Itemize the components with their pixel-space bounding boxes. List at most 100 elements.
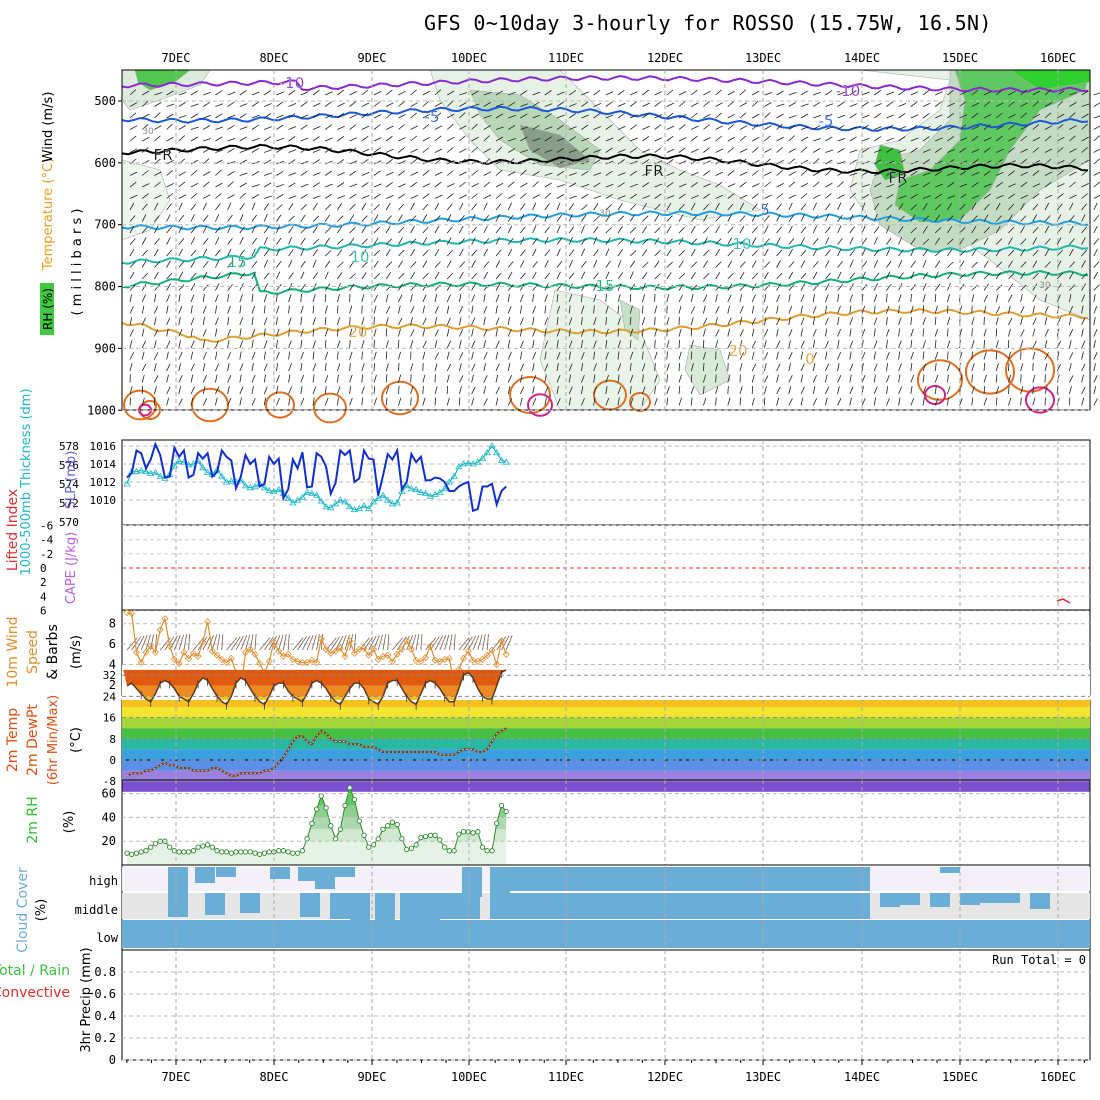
wind-barb [837, 261, 843, 268]
wind-barb [141, 147, 149, 153]
wind-barb [154, 340, 157, 349]
wind-barb [154, 248, 159, 257]
wind-barb [507, 328, 512, 337]
contour-freezing [121, 143, 1089, 175]
wind10-point [246, 645, 254, 653]
wind-barb [483, 171, 492, 176]
wind-barb [886, 340, 888, 349]
wind-barb [471, 183, 479, 188]
wind-barb [263, 159, 272, 165]
rh-shading-region [684, 344, 731, 396]
wind-barb [1081, 340, 1086, 349]
wind-barb [434, 306, 439, 314]
wind10-point [303, 658, 311, 667]
wind-barb [239, 90, 247, 96]
li-tick-label: 6 [40, 605, 47, 618]
wind-barb [922, 363, 927, 372]
wind10-barb [377, 634, 383, 651]
wind-barb [788, 135, 795, 142]
wind-barb [812, 305, 817, 314]
wind-barb [605, 351, 609, 360]
wind-barb [178, 261, 185, 268]
wind-barb [886, 91, 894, 96]
wind-barb [288, 149, 297, 153]
thickness-point [393, 499, 401, 506]
wind-barb [593, 89, 601, 96]
wind-barb [1008, 147, 1015, 153]
wind-barb [1044, 202, 1050, 211]
wind-barb [605, 283, 611, 291]
wind-barb [495, 146, 503, 153]
wind10-barb [249, 634, 254, 651]
wind-barb [227, 148, 235, 153]
thickness-point [175, 457, 183, 464]
wind-barb [288, 317, 292, 326]
wind-barb [654, 339, 656, 349]
wind-barb [337, 282, 341, 291]
wind-barb [568, 351, 571, 360]
contour-warm-loop [381, 380, 419, 416]
wind-barb [751, 90, 760, 96]
wind-barb [1020, 317, 1023, 326]
wind-barb [166, 203, 172, 211]
wind-barb [483, 115, 492, 119]
wind-barb [1044, 112, 1052, 119]
wind-barb [337, 172, 345, 176]
wind-barb [837, 375, 842, 383]
wind-barb [873, 159, 882, 165]
wind-barb [873, 113, 882, 119]
wind-barb [251, 363, 254, 372]
wind-barb [129, 112, 137, 119]
wind-barb [300, 363, 303, 372]
thickness-point [218, 472, 226, 479]
wind-barb [434, 352, 439, 360]
wind-barb [739, 202, 745, 211]
wind-barb [703, 305, 706, 314]
wind10-ylabel-1: 10m Wind [5, 616, 21, 687]
wind-barb [593, 397, 596, 406]
wind-barb [1032, 226, 1039, 234]
wind-barb [434, 171, 443, 176]
wind-barb [605, 214, 611, 222]
wind-barb [910, 124, 918, 130]
rh2m-point [323, 805, 329, 811]
wind-barb [263, 351, 266, 360]
wind-barb [1081, 351, 1084, 360]
wind-barb [1069, 125, 1077, 130]
wind-barb [849, 103, 858, 107]
wind-barb [678, 91, 687, 96]
wind-barb [507, 363, 511, 372]
wind-barb [178, 115, 187, 119]
wind-barb [593, 294, 597, 303]
wind-barb [263, 272, 270, 280]
wind-barb [581, 397, 585, 406]
wind-barb [703, 90, 711, 96]
wind-barb [715, 397, 717, 406]
wind-barb [861, 194, 870, 199]
wind-barb [837, 161, 846, 165]
wind-barb [459, 135, 466, 142]
wind-barb [544, 103, 553, 107]
wind-barb [922, 226, 928, 234]
wind10-barb [477, 634, 483, 651]
wind-barb [983, 294, 988, 303]
wind-barb [886, 124, 894, 130]
wind10-point [289, 655, 297, 663]
wind-barb [471, 328, 474, 337]
wind-barb [398, 183, 406, 188]
wind10-point [204, 618, 212, 626]
wind-barb [568, 363, 573, 372]
wind-barb [617, 294, 621, 303]
wind-barb [337, 149, 345, 153]
wind-barb [398, 294, 403, 303]
wind-barb [739, 397, 741, 406]
wind-barb [312, 294, 316, 303]
temp2m-ylabel-1: 2m Temp [5, 708, 21, 772]
date-label-top: 12DEC [647, 51, 683, 65]
wind-barb [910, 91, 919, 96]
wind-barb [227, 271, 232, 280]
wind-barb [764, 271, 769, 280]
wind-barb [178, 340, 181, 349]
wind10-point [222, 658, 231, 667]
wind-barb [800, 214, 805, 222]
